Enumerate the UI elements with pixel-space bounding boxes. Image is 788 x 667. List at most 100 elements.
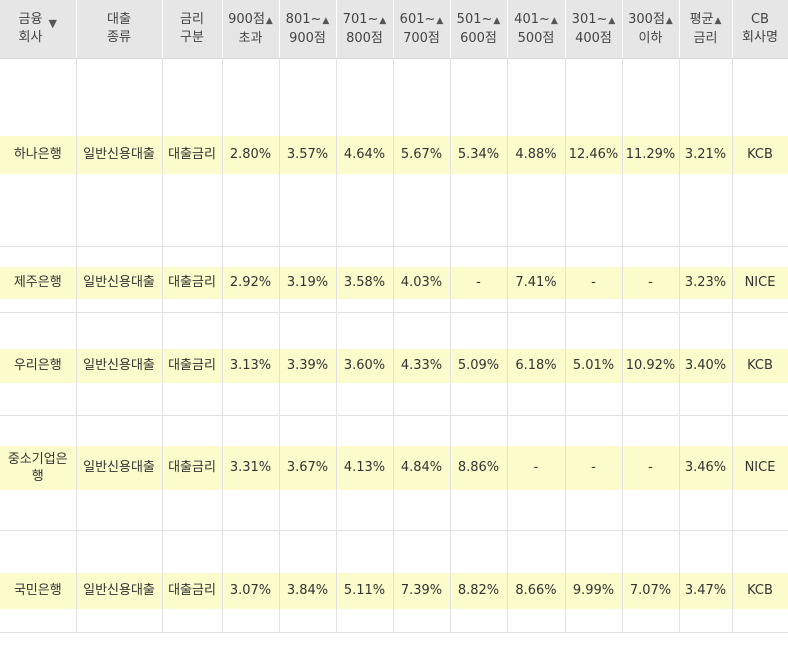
rate-601-700: 4.84% <box>393 445 451 490</box>
rate-501-600: 8.86% <box>450 445 508 490</box>
col-header-501-600[interactable]: 501~▲ 600점 <box>450 0 508 59</box>
rate-type: 대출금리 <box>162 348 223 383</box>
rate-801-900: 3.84% <box>279 572 337 609</box>
bank-name: 하나은행 <box>0 135 77 174</box>
col-header-401-500[interactable]: 401~▲ 500점 <box>507 0 566 59</box>
col-header-601-700[interactable]: 601~▲ 700점 <box>393 0 451 59</box>
rate-601-700: 4.33% <box>393 348 451 383</box>
rate-701-800: 3.58% <box>336 266 394 299</box>
avg-rate: 3.47% <box>679 572 733 609</box>
rate-801-900: 3.57% <box>279 135 337 174</box>
row-spacer <box>0 415 788 446</box>
sort-asc-icon[interactable]: ▲ <box>379 15 387 26</box>
rate-301-400: - <box>565 445 623 490</box>
rate-301-400: - <box>565 266 623 299</box>
row-spacer <box>0 382 788 416</box>
sort-asc-icon[interactable]: ▲ <box>436 15 444 26</box>
rate-over-900: 3.13% <box>222 348 280 383</box>
rate-401-500: 8.66% <box>507 572 566 609</box>
rate-under-300: 7.07% <box>622 572 680 609</box>
cb-company: NICE <box>732 445 788 490</box>
rate-under-300: 11.29% <box>622 135 680 174</box>
sort-asc-icon[interactable]: ▲ <box>322 15 330 26</box>
sort-asc-icon[interactable]: ▲ <box>608 15 616 26</box>
rate-601-700: 5.67% <box>393 135 451 174</box>
sort-asc-icon[interactable]: ▲ <box>714 15 722 26</box>
rate-over-900: 3.31% <box>222 445 280 490</box>
row-spacer <box>0 489 788 531</box>
loan-type: 일반신용대출 <box>76 445 163 490</box>
col-header-under-300[interactable]: 300점▲ 이하 <box>622 0 680 59</box>
rate-over-900: 3.07% <box>222 572 280 609</box>
table-row: 우리은행 일반신용대출 대출금리 3.13% 3.39% 3.60% 4.33% 5.09% 6… <box>0 348 788 383</box>
rate-401-500: - <box>507 445 566 490</box>
rate-501-600: 5.34% <box>450 135 508 174</box>
rate-301-400: 9.99% <box>565 572 623 609</box>
col-header-avg-rate[interactable]: 평균▲ 금리 <box>679 0 733 59</box>
sort-asc-icon[interactable]: ▲ <box>493 15 501 26</box>
row-spacer <box>0 530 788 573</box>
rate-type: 대출금리 <box>162 135 223 174</box>
loan-type: 일반신용대출 <box>76 135 163 174</box>
col-header-rate-type: 금리 구분 <box>162 0 223 59</box>
col-header-301-400[interactable]: 301~▲ 400점 <box>565 0 623 59</box>
avg-rate: 3.21% <box>679 135 733 174</box>
table-row: 국민은행 일반신용대출 대출금리 3.07% 3.84% 5.11% 7.39% 8.82% 8… <box>0 572 788 609</box>
cb-company: KCB <box>732 135 788 174</box>
rate-301-400: 12.46% <box>565 135 623 174</box>
rate-401-500: 4.88% <box>507 135 566 174</box>
col-header-over-900[interactable]: 900점▲ 초과 <box>222 0 280 59</box>
rate-701-800: 3.60% <box>336 348 394 383</box>
col-header-loan-type: 대출 종류 <box>76 0 163 59</box>
avg-rate: 3.46% <box>679 445 733 490</box>
col-header-701-800[interactable]: 701~▲ 800점 <box>336 0 394 59</box>
bank-name: 제주은행 <box>0 266 77 299</box>
rate-501-600: 5.09% <box>450 348 508 383</box>
col-header-company[interactable]: 금융 회사▼ <box>0 0 77 59</box>
rate-801-900: 3.67% <box>279 445 337 490</box>
bank-name: 국민은행 <box>0 572 77 609</box>
avg-rate: 3.40% <box>679 348 733 383</box>
loan-type: 일반신용대출 <box>76 348 163 383</box>
cb-company: NICE <box>732 266 788 299</box>
rate-501-600: - <box>450 266 508 299</box>
table-row: 중소기업은 행 일반신용대출 대출금리 3.31% 3.67% 4.13% 4.84% 8.8… <box>0 445 788 490</box>
loan-type: 일반신용대출 <box>76 572 163 609</box>
bank-name: 중소기업은 행 <box>0 445 77 490</box>
rate-601-700: 7.39% <box>393 572 451 609</box>
rate-401-500: 7.41% <box>507 266 566 299</box>
row-spacer <box>0 173 788 247</box>
table-row: 하나은행 일반신용대출 대출금리 2.80% 3.57% 4.64% 5.67% 5.34% 4… <box>0 135 788 174</box>
row-spacer <box>0 246 788 267</box>
header-row: 금융 회사▼ 대출 종류 금리 구분 900점▲ 초과 801~▲ 900점 701~▲ 8… <box>0 0 788 59</box>
rate-under-300: - <box>622 445 680 490</box>
rate-701-800: 4.13% <box>336 445 394 490</box>
cb-company: KCB <box>732 572 788 609</box>
row-spacer <box>0 608 788 633</box>
sort-desc-icon[interactable]: ▼ <box>48 17 57 30</box>
avg-rate: 3.23% <box>679 266 733 299</box>
bank-name: 우리은행 <box>0 348 77 383</box>
rate-301-400: 5.01% <box>565 348 623 383</box>
row-spacer <box>0 312 788 349</box>
loan-rate-table: 금융 회사▼ 대출 종류 금리 구분 900점▲ 초과 801~▲ 900점 701~▲ 8… <box>0 0 788 633</box>
rate-801-900: 3.19% <box>279 266 337 299</box>
col-header-801-900[interactable]: 801~▲ 900점 <box>279 0 337 59</box>
rate-type: 대출금리 <box>162 572 223 609</box>
rate-type: 대출금리 <box>162 266 223 299</box>
sort-asc-icon[interactable]: ▲ <box>550 15 558 26</box>
sort-asc-icon[interactable]: ▲ <box>265 15 273 26</box>
table-row: 제주은행 일반신용대출 대출금리 2.92% 3.19% 3.58% 4.03% -7.41%… <box>0 266 788 299</box>
cb-company: KCB <box>732 348 788 383</box>
rate-701-800: 5.11% <box>336 572 394 609</box>
rate-401-500: 6.18% <box>507 348 566 383</box>
loan-type: 일반신용대출 <box>76 266 163 299</box>
sort-asc-icon[interactable]: ▲ <box>665 15 673 26</box>
rate-type: 대출금리 <box>162 445 223 490</box>
col-header-cb-company: CB 회사명 <box>732 0 788 59</box>
rate-601-700: 4.03% <box>393 266 451 299</box>
rate-under-300: - <box>622 266 680 299</box>
rate-over-900: 2.92% <box>222 266 280 299</box>
rate-under-300: 10.92% <box>622 348 680 383</box>
rate-701-800: 4.64% <box>336 135 394 174</box>
